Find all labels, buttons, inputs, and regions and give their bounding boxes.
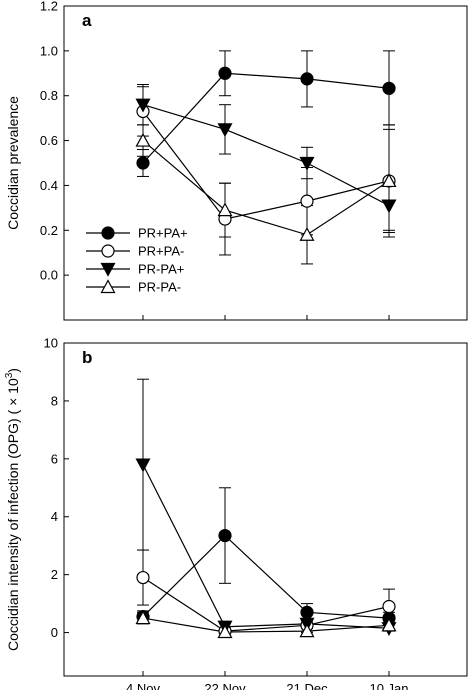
panel-b-plot-frame xyxy=(63,342,468,677)
panel-b-series-prminuspaminus-point xyxy=(299,623,315,638)
panel-b-series-prpluspaplus-point xyxy=(300,605,314,619)
panel-b-series-prminuspaplus-line xyxy=(142,464,390,629)
panel-a-series-prminuspaminus-point xyxy=(217,202,233,217)
panel-b-series-prpluspaplus-point xyxy=(218,528,232,543)
panel-b-y-tick-label: 4 xyxy=(51,509,58,524)
panel-b-y-axis-title-end: ) xyxy=(5,368,21,373)
panel-a-series-prminuspaplus-point xyxy=(135,98,151,113)
panel-b-series-prpluspaplus-line xyxy=(142,534,390,619)
panel-a-y-axis-title: Coccidian prevalence xyxy=(5,96,21,230)
panel-a-panel-letter: a xyxy=(82,11,92,30)
panel-a-series-prpluspaplus-point xyxy=(300,72,314,86)
panel-b-y-tick-label: 0 xyxy=(51,625,58,640)
panel-a-y-tick-label: 0.2 xyxy=(40,223,58,238)
panel-b-x-tick-label: 22 Nov xyxy=(204,681,246,690)
panel-b-series-prminuspaplus-point xyxy=(135,458,151,473)
panel-a-series-prminuspaminus-point xyxy=(135,132,151,147)
panel-b-panel-letter: b xyxy=(82,348,92,367)
panel-a-legend-prminuspaplus-label: PR-PA+ xyxy=(138,262,184,277)
panel-a-series-prpluspaplus-point xyxy=(136,156,150,170)
panel-b-y-axis-title-text: Coccidian intensity of infection (OPG) (… xyxy=(5,378,21,651)
panel-a-series-prminuspaplus-point xyxy=(217,123,233,138)
panel-a-series-prminuspaplus-point xyxy=(299,156,315,171)
panel-a-y-tick-label: 0.6 xyxy=(40,133,58,148)
panel-a-y-tick-label: 1.0 xyxy=(40,43,58,58)
panel-b-series-prpluspaminus-line xyxy=(142,577,390,632)
panel-b-y-tick-label: 10 xyxy=(44,336,58,351)
panel-a-legend-prpluspaplus-label: PR+PA+ xyxy=(138,226,188,241)
panel-b-series-prminuspaminus-line xyxy=(142,617,390,633)
panel-a-series-prminuspaplus-line xyxy=(142,104,390,207)
panel-b-series-prminuspaminus-point xyxy=(135,610,151,625)
panel-a-legend-prminuspaplus-swatch-marker xyxy=(100,262,116,277)
panel-b-y-axis-title-sup: 3 xyxy=(4,372,15,378)
panel-a-legend-prpluspaminus-label: PR+PA- xyxy=(138,244,184,259)
panel-b-series-prminuspaminus-point xyxy=(381,617,397,632)
panel-a-y-tick-label: 0.0 xyxy=(40,268,58,283)
panel-b-x-tick-label: 10 Jan xyxy=(369,681,408,690)
panel-a-plot-frame xyxy=(63,5,468,321)
panel-b-series-prpluspaminus-point xyxy=(382,599,396,614)
panel-a-y-tick-label: 1.2 xyxy=(40,0,58,14)
panel-a-legend-prpluspaplus-swatch-marker xyxy=(101,226,115,240)
panel-a-series-prminuspaminus-point xyxy=(299,227,315,241)
panel-a-y-tick-label: 0.8 xyxy=(40,88,58,103)
panel-b-y-tick-label: 6 xyxy=(51,451,58,466)
panel-a-series-prpluspaplus-line xyxy=(142,72,390,164)
panel-a-series-prminuspaplus-point xyxy=(381,199,397,214)
panel-b-y-tick-label: 8 xyxy=(51,393,58,408)
panel-b-y-tick-label: 2 xyxy=(51,567,58,582)
panel-a-y-tick-label: 0.4 xyxy=(40,178,58,193)
panel-a-series-prpluspaminus-line xyxy=(142,111,390,220)
panel-a-series-prpluspaplus-point xyxy=(382,81,396,95)
panel-a-legend-prminuspaminus-swatch-marker xyxy=(100,279,116,294)
panel-b-x-tick-label: 4 Nov xyxy=(126,681,160,690)
panel-a-series-prminuspaminus-point xyxy=(381,173,397,188)
panel-a-legend-prpluspaminus-swatch-marker xyxy=(101,244,115,258)
panel-b-series-prminuspaminus-point xyxy=(217,624,233,639)
panel-b-y-axis-title: Coccidian intensity of infection (OPG) (… xyxy=(4,368,21,651)
panel-b-x-tick-label: 21 Dec xyxy=(286,681,328,690)
panel-b-series-prpluspaminus-point xyxy=(136,570,150,585)
panel-a-y-axis-title-text: Coccidian prevalence xyxy=(5,96,21,230)
panel-a-legend-prminuspaminus-label: PR-PA- xyxy=(138,280,181,295)
panel-a-series-prminuspaminus-line xyxy=(142,140,390,236)
panel-a-series-prpluspaplus-point xyxy=(218,66,232,80)
panel-a-series-prpluspaminus-point xyxy=(300,194,314,208)
